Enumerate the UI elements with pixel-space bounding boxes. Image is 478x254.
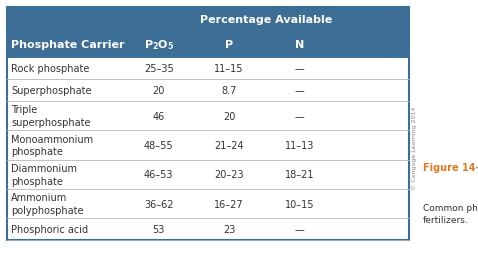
Bar	[7, 32, 409, 58]
Text: 18–21: 18–21	[284, 170, 314, 180]
Text: 46–53: 46–53	[144, 170, 174, 180]
Bar	[7, 131, 409, 160]
Text: 53: 53	[152, 224, 165, 234]
Text: P: P	[225, 40, 233, 50]
Text: 10–15: 10–15	[284, 199, 314, 209]
Text: 20: 20	[223, 111, 235, 121]
Text: Percentage Available: Percentage Available	[200, 15, 332, 25]
Text: Superphosphate: Superphosphate	[11, 86, 91, 96]
Text: © Cengage Learning 2014: © Cengage Learning 2014	[411, 106, 417, 189]
Text: 16–27: 16–27	[214, 199, 244, 209]
Text: 46: 46	[152, 111, 165, 121]
Bar	[7, 8, 409, 240]
Text: N: N	[294, 40, 304, 50]
Text: $\mathregular{P_2O_5}$: $\mathregular{P_2O_5}$	[143, 38, 174, 52]
Text: Rock phosphate: Rock phosphate	[11, 64, 89, 74]
Text: 20: 20	[152, 86, 165, 96]
Text: Ammonium
polyphosphate: Ammonium polyphosphate	[11, 193, 84, 215]
Text: 11–13: 11–13	[284, 140, 314, 150]
Text: —: —	[294, 64, 304, 74]
Bar	[7, 189, 409, 218]
Bar	[7, 58, 409, 80]
Bar	[7, 8, 409, 32]
Text: Monoammonium
phosphate: Monoammonium phosphate	[11, 134, 93, 156]
Bar	[7, 160, 409, 189]
Text: 25–35: 25–35	[144, 64, 174, 74]
Text: Figure 14–10: Figure 14–10	[423, 163, 478, 172]
Text: —: —	[294, 224, 304, 234]
Text: 20–23: 20–23	[214, 170, 244, 180]
Text: Phosphoric acid: Phosphoric acid	[11, 224, 88, 234]
Text: 11–15: 11–15	[214, 64, 244, 74]
Text: —: —	[294, 111, 304, 121]
Bar	[7, 102, 409, 131]
Text: 8.7: 8.7	[221, 86, 237, 96]
Text: 36–62: 36–62	[144, 199, 174, 209]
Text: Diammonium
phosphate: Diammonium phosphate	[11, 164, 77, 186]
Text: Phosphate Carrier: Phosphate Carrier	[11, 40, 124, 50]
Text: 21–24: 21–24	[214, 140, 244, 150]
Text: —: —	[294, 86, 304, 96]
Bar	[7, 80, 409, 102]
Text: 48–55: 48–55	[144, 140, 174, 150]
Bar	[7, 218, 409, 240]
Text: Triple
superphosphate: Triple superphosphate	[11, 105, 90, 127]
Text: Common phosphate
fertilizers.: Common phosphate fertilizers.	[423, 203, 478, 225]
Text: 23: 23	[223, 224, 235, 234]
